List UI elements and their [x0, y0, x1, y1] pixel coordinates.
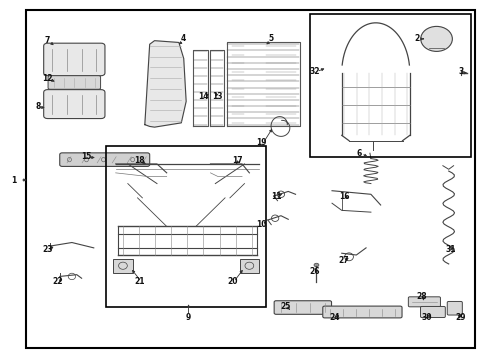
- Text: 30: 30: [421, 313, 431, 322]
- FancyBboxPatch shape: [420, 306, 445, 318]
- FancyBboxPatch shape: [407, 297, 440, 307]
- Bar: [106, 146, 266, 307]
- Text: 9: 9: [185, 313, 191, 322]
- Text: 13: 13: [212, 91, 223, 100]
- Text: 8: 8: [35, 102, 41, 111]
- FancyBboxPatch shape: [274, 301, 331, 314]
- Text: 25: 25: [280, 302, 290, 311]
- Text: 17: 17: [231, 156, 242, 165]
- Text: 16: 16: [338, 192, 349, 201]
- Text: 20: 20: [226, 277, 237, 286]
- Text: 6: 6: [355, 149, 361, 158]
- Text: 3: 3: [457, 67, 463, 76]
- Text: 26: 26: [309, 267, 320, 276]
- Text: 10: 10: [256, 220, 266, 229]
- FancyBboxPatch shape: [43, 90, 105, 118]
- Ellipse shape: [313, 263, 318, 267]
- Ellipse shape: [420, 26, 451, 51]
- Text: 27: 27: [338, 256, 349, 265]
- Text: 14: 14: [198, 91, 208, 100]
- Text: 29: 29: [455, 313, 465, 322]
- Text: 15: 15: [81, 152, 91, 161]
- Text: 18: 18: [134, 156, 145, 165]
- Text: 12: 12: [42, 74, 53, 83]
- Text: 2: 2: [414, 35, 419, 44]
- Text: 19: 19: [256, 138, 266, 147]
- Text: 31: 31: [445, 245, 455, 254]
- Polygon shape: [144, 41, 186, 127]
- FancyBboxPatch shape: [447, 301, 461, 315]
- Text: 1: 1: [11, 176, 16, 185]
- Text: 32: 32: [309, 67, 320, 76]
- FancyBboxPatch shape: [322, 306, 401, 318]
- Text: 23: 23: [42, 245, 53, 254]
- Text: 5: 5: [268, 35, 273, 44]
- FancyBboxPatch shape: [43, 43, 105, 76]
- Text: 22: 22: [52, 277, 62, 286]
- FancyBboxPatch shape: [60, 153, 149, 166]
- Text: 24: 24: [328, 313, 339, 322]
- FancyBboxPatch shape: [48, 76, 101, 89]
- Text: 7: 7: [45, 36, 50, 45]
- Text: 21: 21: [134, 277, 145, 286]
- Text: 4: 4: [181, 35, 186, 44]
- Bar: [113, 258, 132, 273]
- Text: 28: 28: [416, 292, 427, 301]
- Text: 11: 11: [270, 192, 281, 201]
- Bar: [309, 14, 469, 157]
- Bar: [239, 258, 259, 273]
